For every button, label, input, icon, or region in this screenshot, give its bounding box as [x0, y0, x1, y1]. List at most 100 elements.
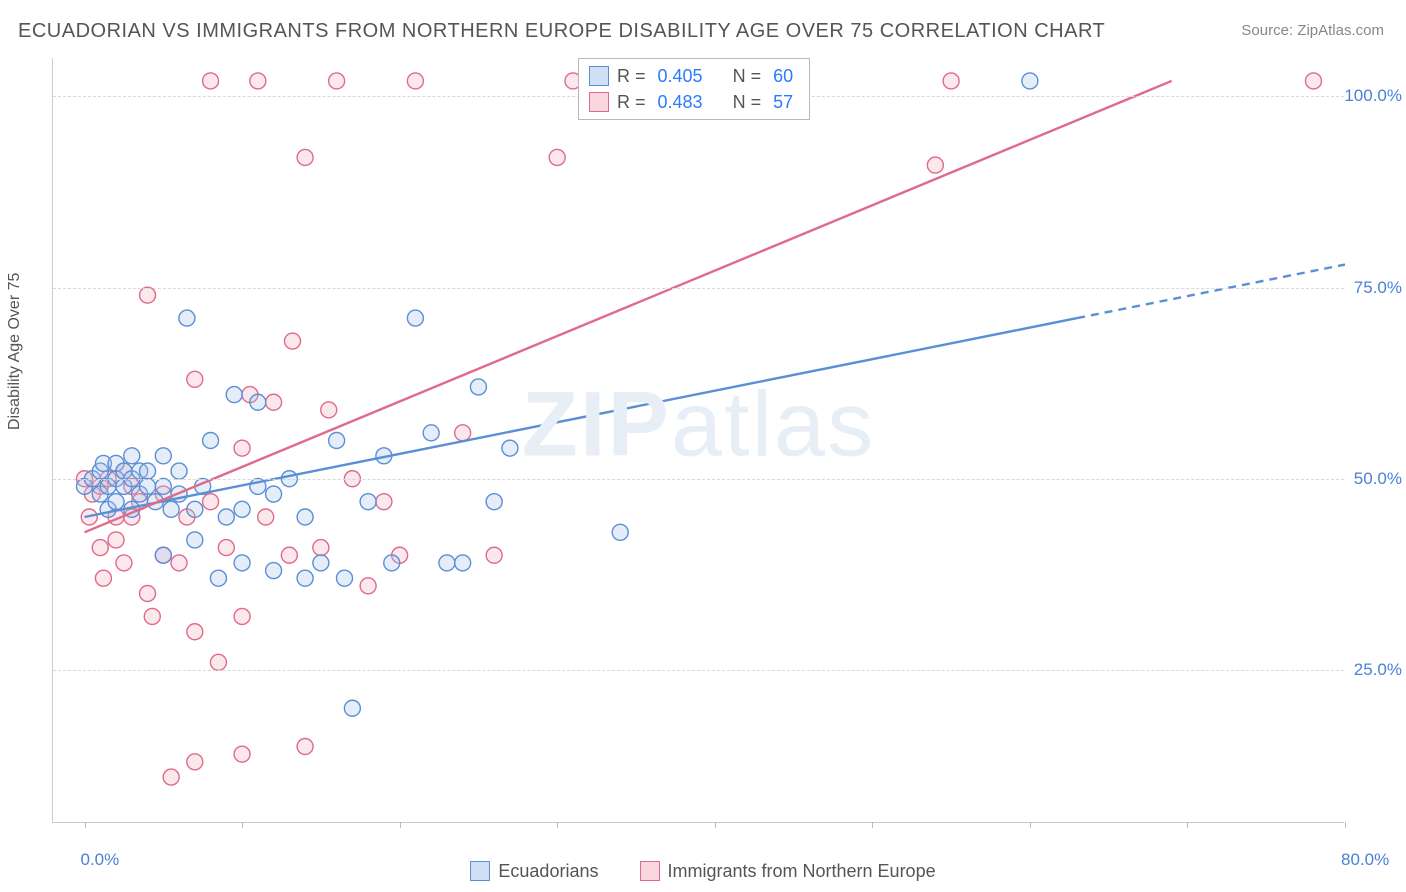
legend-swatch-blue [589, 66, 609, 86]
x-tick [557, 822, 558, 828]
stat-legend-row: R = 0.483 N = 57 [589, 89, 797, 115]
data-point [124, 448, 140, 464]
data-point [187, 754, 203, 770]
r-label: R = [617, 89, 646, 115]
data-point [163, 501, 179, 517]
data-point [95, 570, 111, 586]
y-tick-label: 100.0% [1344, 86, 1402, 106]
scatter-plot: ZIPatlas R = 0.405 N = 60 R = 0.483 N = … [52, 58, 1344, 823]
n-value: 60 [773, 63, 793, 89]
data-point [218, 540, 234, 556]
data-point [234, 608, 250, 624]
data-point [144, 608, 160, 624]
legend-item-northern-europe: Immigrants from Northern Europe [640, 861, 936, 882]
source-prefix: Source: [1241, 22, 1297, 39]
data-point [344, 700, 360, 716]
data-point [203, 73, 219, 89]
data-point [297, 570, 313, 586]
data-point [108, 494, 124, 510]
data-point [140, 463, 156, 479]
data-point [171, 555, 187, 571]
x-tick [85, 822, 86, 828]
data-point [470, 379, 486, 395]
data-point [1305, 73, 1321, 89]
n-label: N = [733, 63, 762, 89]
data-point [203, 494, 219, 510]
data-point [266, 563, 282, 579]
y-tick-label: 25.0% [1354, 660, 1402, 680]
data-point [439, 555, 455, 571]
data-point [155, 448, 171, 464]
data-point [163, 769, 179, 785]
data-point [210, 654, 226, 670]
data-point [313, 540, 329, 556]
data-point [321, 402, 337, 418]
data-point [226, 387, 242, 403]
data-point [297, 509, 313, 525]
data-point [407, 310, 423, 326]
data-point [187, 371, 203, 387]
legend-swatch-pink [640, 861, 660, 881]
data-point [250, 73, 266, 89]
source-attribution: Source: ZipAtlas.com [1241, 22, 1384, 39]
trend-line [85, 81, 1172, 532]
data-point [297, 739, 313, 755]
trend-line-extrapolated [1077, 265, 1345, 319]
data-point [140, 586, 156, 602]
y-tick-label: 50.0% [1354, 469, 1402, 489]
gridline [53, 479, 1344, 480]
source-name: ZipAtlas.com [1297, 22, 1384, 39]
data-point [258, 509, 274, 525]
data-point [281, 547, 297, 563]
data-point [210, 570, 226, 586]
data-point [284, 333, 300, 349]
data-point [92, 540, 108, 556]
data-point [140, 478, 156, 494]
x-tick [1345, 822, 1346, 828]
r-value: 0.483 [658, 89, 703, 115]
data-point [116, 555, 132, 571]
data-point [943, 73, 959, 89]
data-point [455, 555, 471, 571]
y-axis-label: Disability Age Over 75 [6, 273, 24, 430]
data-point [486, 547, 502, 563]
stat-legend-row: R = 0.405 N = 60 [589, 63, 797, 89]
x-tick [1030, 822, 1031, 828]
data-point [234, 440, 250, 456]
data-point [486, 494, 502, 510]
data-point [407, 73, 423, 89]
data-point [455, 425, 471, 441]
data-point [384, 555, 400, 571]
data-point [313, 555, 329, 571]
x-tick [1187, 822, 1188, 828]
n-label: N = [733, 89, 762, 115]
data-point [234, 555, 250, 571]
data-point [376, 494, 392, 510]
x-tick [872, 822, 873, 828]
data-point [187, 532, 203, 548]
data-point [155, 547, 171, 563]
legend-label: Ecuadorians [498, 861, 598, 882]
r-label: R = [617, 63, 646, 89]
data-point [234, 746, 250, 762]
r-value: 0.405 [658, 63, 703, 89]
data-point [549, 149, 565, 165]
data-point [218, 509, 234, 525]
n-value: 57 [773, 89, 793, 115]
data-point [140, 287, 156, 303]
data-point [266, 486, 282, 502]
gridline [53, 288, 1344, 289]
y-tick-label: 75.0% [1354, 278, 1402, 298]
stat-legend: R = 0.405 N = 60 R = 0.483 N = 57 [578, 58, 810, 120]
data-point [612, 524, 628, 540]
data-point [250, 394, 266, 410]
data-point [108, 532, 124, 548]
data-point [179, 310, 195, 326]
data-point [297, 149, 313, 165]
data-point [329, 433, 345, 449]
data-point [336, 570, 352, 586]
plot-svg [53, 58, 1344, 822]
data-point [360, 494, 376, 510]
legend-swatch-blue [470, 861, 490, 881]
data-point [155, 478, 171, 494]
